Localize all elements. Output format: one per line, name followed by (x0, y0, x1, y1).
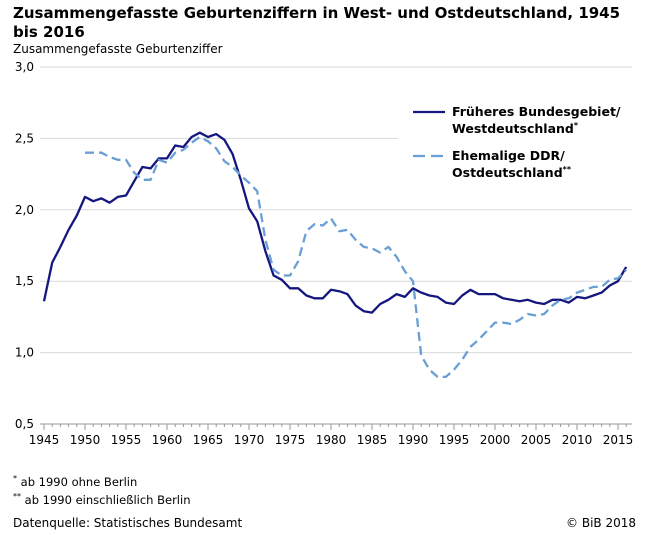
x-tick-label: 1985 (357, 433, 388, 447)
x-tick-label: 1980 (316, 433, 347, 447)
x-tick-label: 2015 (603, 433, 634, 447)
footnote-text: ab 1990 einschließlich Berlin (21, 492, 191, 507)
legend-footnote-mark: * (574, 121, 579, 130)
x-tick-label: 2010 (562, 433, 593, 447)
x-tick-label: 2005 (521, 433, 552, 447)
legend-footnote-mark: ** (563, 165, 572, 174)
footnote-text: ab 1990 ohne Berlin (17, 474, 138, 489)
y-axis-label: Zusammengefasste Geburtenziffer (13, 42, 223, 56)
legend-label: Früheres Bundesgebiet/ (452, 104, 621, 119)
x-tick-label: 1960 (152, 433, 183, 447)
footnote-1: * ab 1990 ohne Berlin (13, 474, 137, 489)
footnote-mark: * (13, 474, 17, 483)
copyright: © BiB 2018 (566, 516, 636, 530)
y-tick-label: 2,0 (15, 203, 34, 217)
series-line-east (85, 135, 628, 379)
data-source: Datenquelle: Statistisches Bundesamt (13, 516, 243, 530)
y-tick-label: 2,5 (15, 131, 34, 145)
footnote-2: ** ab 1990 einschließlich Berlin (13, 492, 190, 507)
y-tick-label: 1,0 (15, 346, 34, 360)
x-tick-label: 1995 (439, 433, 470, 447)
x-tick-label: 1990 (398, 433, 429, 447)
x-tick-label: 1965 (193, 433, 224, 447)
footnote-mark: ** (13, 492, 21, 501)
legend-label: Westdeutschland* (452, 121, 579, 136)
y-tick-label: 0,5 (15, 417, 34, 431)
series-line-west (42, 131, 628, 314)
chart-title: Zusammengefasste Geburtenziffern in West… (13, 4, 621, 41)
x-tick-label: 1955 (111, 433, 142, 447)
y-tick-label: 3,0 (15, 60, 34, 74)
x-tick-label: 1970 (234, 433, 265, 447)
y-tick-label: 1,5 (15, 274, 34, 288)
x-tick-label: 1975 (275, 433, 306, 447)
x-tick-label: 1950 (70, 433, 101, 447)
legend-label: Ostdeutschland** (452, 165, 572, 180)
x-tick-label: 2000 (480, 433, 511, 447)
x-tick-label: 1945 (29, 433, 60, 447)
legend-label: Ehemalige DDR/ (452, 148, 565, 163)
